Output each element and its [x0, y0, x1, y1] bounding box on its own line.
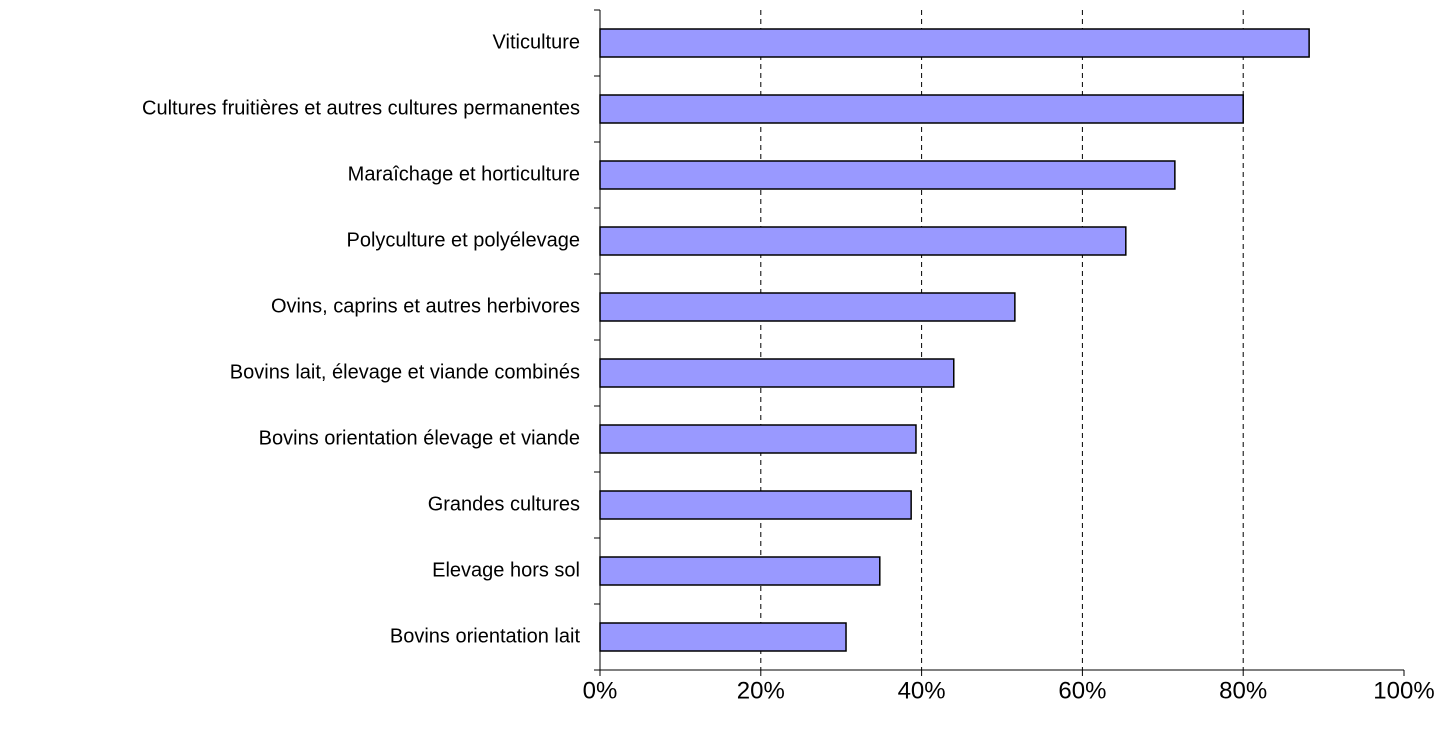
bar — [599, 424, 917, 454]
y-tick-label: Ovins, caprins et autres herbivores — [271, 295, 580, 317]
x-tick-label: 0% — [583, 677, 618, 704]
x-tick-label: 60% — [1058, 677, 1106, 704]
x-tick-label: 80% — [1219, 677, 1267, 704]
y-tick-label: Polyculture et polyélevage — [347, 229, 580, 251]
bar — [599, 556, 881, 586]
y-tick-label: Elevage hors sol — [432, 559, 580, 581]
x-tick-label: 100% — [1373, 677, 1434, 704]
bar — [599, 292, 1016, 322]
y-tick-label: Bovins orientation élevage et viande — [259, 427, 580, 449]
bar — [599, 358, 955, 388]
y-tick-label: Grandes cultures — [428, 493, 580, 515]
bar — [599, 226, 1127, 256]
y-tick-label: Viticulture — [493, 31, 580, 53]
x-tick-label: 40% — [898, 677, 946, 704]
bar — [599, 622, 847, 652]
bar — [599, 28, 1310, 58]
y-tick-label: Maraîchage et horticulture — [348, 163, 580, 185]
y-tick-label: Bovins orientation lait — [390, 625, 581, 647]
x-tick-label: 20% — [737, 677, 785, 704]
bar — [599, 160, 1176, 190]
bar — [599, 490, 912, 520]
y-tick-label: Cultures fruitières et autres cultures p… — [142, 97, 580, 119]
bar — [599, 94, 1244, 124]
y-tick-label: Bovins lait, élevage et viande combinés — [230, 361, 580, 383]
